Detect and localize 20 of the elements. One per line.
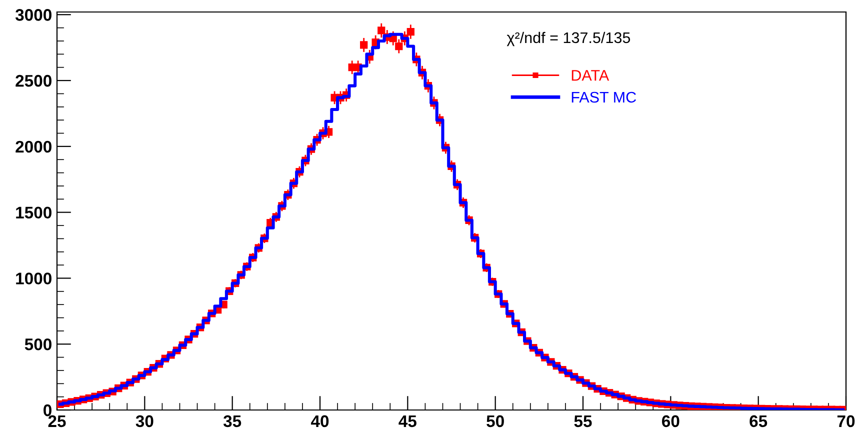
x-tick-label: 45 bbox=[398, 415, 416, 428]
y-tick-label: 1500 bbox=[16, 206, 52, 219]
annotation: χ²/ndf = 137.5/135 bbox=[506, 32, 630, 46]
y-tick-label: 2500 bbox=[16, 74, 52, 87]
y-tick-label: 2000 bbox=[16, 140, 52, 153]
y-tick-label: 0 bbox=[44, 404, 52, 416]
y-tick-label: 1000 bbox=[16, 272, 52, 284]
x-tick-label: 25 bbox=[48, 415, 66, 428]
legend-label: FAST MC bbox=[572, 92, 636, 103]
x-tick-label: 55 bbox=[574, 415, 592, 428]
x-tick-label: 40 bbox=[310, 415, 329, 428]
x-tick-label: 30 bbox=[136, 415, 154, 428]
y-tick-label: 500 bbox=[24, 338, 52, 350]
x-tick-label: 35 bbox=[223, 415, 242, 428]
x-tick-label: 50 bbox=[486, 415, 504, 428]
x-tick-label: 65 bbox=[750, 415, 768, 428]
legend-label: DATA bbox=[572, 70, 610, 81]
x-tick-label: 60 bbox=[662, 415, 680, 428]
x-tick-label: 70 bbox=[837, 415, 855, 428]
y-tick-label: 3000 bbox=[15, 9, 52, 21]
